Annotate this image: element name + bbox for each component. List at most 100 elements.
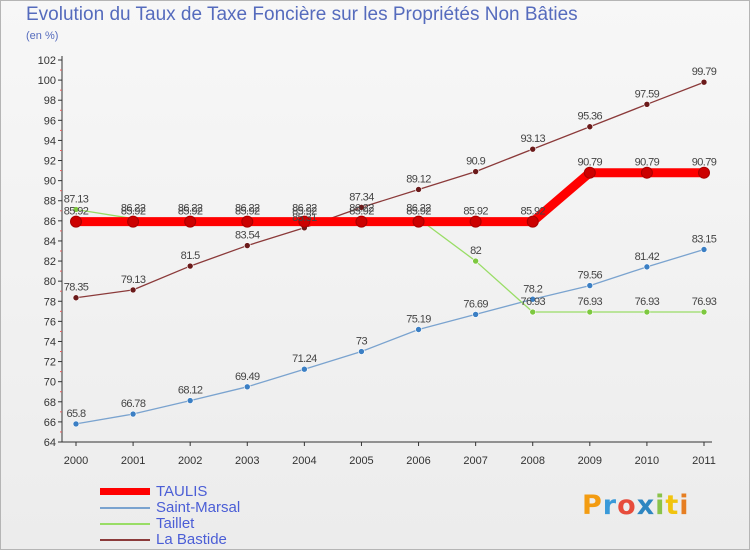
data-label-saint-marsal: 78.2 xyxy=(523,283,542,295)
data-label-saint-marsal: 66.78 xyxy=(121,398,146,410)
legend-label-taillet: Taillet xyxy=(156,515,195,532)
data-label-la-bastide: 95.36 xyxy=(578,111,603,123)
y-tick-label: 92 xyxy=(44,156,56,168)
data-point-taulis xyxy=(241,215,254,228)
data-label-taulis: 85.92 xyxy=(292,206,317,218)
y-tick-label: 80 xyxy=(44,276,56,288)
x-tick-label: 2011 xyxy=(692,455,716,467)
data-point-taulis xyxy=(184,215,197,228)
legend-swatch-taulis xyxy=(100,488,150,495)
y-tick-label: 78 xyxy=(44,296,56,308)
logo-letter: P xyxy=(582,490,603,521)
y-tick-label: 72 xyxy=(44,357,56,369)
x-tick-label: 2010 xyxy=(635,455,659,467)
data-label-taillet: 76.93 xyxy=(578,296,603,308)
data-label-la-bastide: 78.35 xyxy=(64,282,89,294)
x-tick-label: 2002 xyxy=(178,455,202,467)
logo-letter: x xyxy=(636,490,656,521)
y-tick-label: 84 xyxy=(44,236,56,248)
x-tick-label: 2004 xyxy=(292,455,316,467)
data-point-la-bastide xyxy=(700,78,708,86)
data-point-la-bastide xyxy=(529,145,537,153)
data-label-taillet: 86.22 xyxy=(121,203,146,215)
x-tick-label: 2000 xyxy=(64,455,88,467)
data-label-taillet: 86.22 xyxy=(235,203,260,215)
data-label-taillet: 76.93 xyxy=(520,296,545,308)
data-point-saint-marsal xyxy=(700,246,708,253)
data-label-saint-marsal: 79.56 xyxy=(578,270,603,282)
data-point-taulis xyxy=(298,215,311,228)
legend-swatch-la-bastide xyxy=(100,539,150,541)
data-point-la-bastide xyxy=(186,262,194,270)
data-point-taillet xyxy=(586,308,594,316)
logo-letter: t xyxy=(665,490,680,521)
data-label-taillet: 86.22 xyxy=(349,203,374,215)
x-tick-label: 2009 xyxy=(578,455,602,467)
y-tick-label: 86 xyxy=(44,216,56,228)
data-label-la-bastide: 93.13 xyxy=(520,133,545,145)
data-label-taillet: 86.22 xyxy=(292,203,317,215)
y-tick-label: 68 xyxy=(44,397,56,409)
data-label-la-bastide: 89.12 xyxy=(406,173,431,185)
data-label-la-bastide: 90.9 xyxy=(466,156,485,168)
y-tick-label: 100 xyxy=(38,75,56,87)
data-point-saint-marsal xyxy=(358,348,365,355)
data-label-saint-marsal: 75.19 xyxy=(406,314,431,326)
data-point-saint-marsal xyxy=(643,263,651,271)
x-tick-label: 2005 xyxy=(349,455,373,467)
data-point-la-bastide xyxy=(472,168,479,175)
y-tick-label: 70 xyxy=(44,377,56,389)
data-point-saint-marsal xyxy=(415,326,422,333)
data-point-saint-marsal xyxy=(72,420,80,428)
y-axis-unit-label: (en %) xyxy=(26,30,59,42)
data-point-taulis xyxy=(640,166,653,179)
data-point-la-bastide xyxy=(129,286,137,294)
data-label-taillet: 82 xyxy=(470,245,482,257)
x-tick-label: 2001 xyxy=(121,455,145,467)
y-tick-label: 98 xyxy=(44,95,56,107)
data-point-taulis xyxy=(698,166,710,179)
y-tick-label: 88 xyxy=(44,196,56,208)
y-tick-label: 74 xyxy=(44,336,56,348)
data-label-taulis: 90.79 xyxy=(635,157,660,169)
data-label-taillet: 86.22 xyxy=(178,203,203,215)
data-label-taillet: 76.93 xyxy=(692,296,717,308)
y-tick-label: 96 xyxy=(44,115,56,127)
data-label-la-bastide: 81.5 xyxy=(181,250,200,262)
data-point-la-bastide xyxy=(586,123,594,131)
y-tick-label: 76 xyxy=(44,316,56,328)
data-label-saint-marsal: 71.24 xyxy=(292,353,317,365)
data-point-taulis xyxy=(526,215,539,228)
data-label-taillet: 87.13 xyxy=(64,193,89,205)
data-point-la-bastide xyxy=(72,294,80,302)
data-label-la-bastide: 79.13 xyxy=(121,274,146,286)
data-point-taillet xyxy=(72,206,80,213)
data-point-saint-marsal xyxy=(472,311,479,318)
data-point-taulis xyxy=(412,215,425,228)
data-label-taulis: 85.92 xyxy=(235,206,260,218)
y-tick-label: 66 xyxy=(44,417,56,429)
data-point-saint-marsal xyxy=(586,282,594,289)
data-point-taillet xyxy=(643,308,651,316)
data-label-taulis: 85.92 xyxy=(406,206,431,218)
data-label-taulis: 85.92 xyxy=(121,206,146,218)
data-point-taillet xyxy=(472,257,479,265)
data-point-taulis xyxy=(355,215,368,228)
data-label-saint-marsal: 81.42 xyxy=(635,251,660,263)
logo-letter: o xyxy=(617,490,637,521)
x-tick-label: 2008 xyxy=(520,455,544,467)
data-label-saint-marsal: 69.49 xyxy=(235,371,260,383)
data-point-saint-marsal xyxy=(529,295,537,303)
data-point-la-bastide xyxy=(643,101,651,108)
data-label-taulis: 85.92 xyxy=(178,206,203,218)
logo-letter: r xyxy=(602,490,618,521)
x-tick-label: 2007 xyxy=(463,455,487,467)
data-label-taulis: 85.92 xyxy=(64,206,89,218)
data-label-taulis: 85.92 xyxy=(520,206,545,218)
data-label-saint-marsal: 73 xyxy=(356,336,368,348)
data-label-taillet: 76.93 xyxy=(635,296,660,308)
data-label-taillet: 86.22 xyxy=(406,203,431,215)
data-point-taulis xyxy=(469,215,482,228)
data-label-taulis: 85.92 xyxy=(349,206,374,218)
data-point-taulis xyxy=(127,215,140,228)
